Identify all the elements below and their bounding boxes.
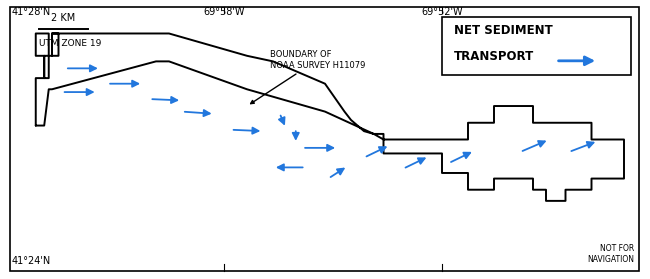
- Text: BOUNDARY OF
NOAA SURVEY H11079: BOUNDARY OF NOAA SURVEY H11079: [251, 50, 365, 104]
- Text: TRANSPORT: TRANSPORT: [454, 50, 534, 63]
- Text: NET SEDIMENT: NET SEDIMENT: [454, 24, 552, 37]
- Text: 69°58'W: 69°58'W: [203, 7, 245, 17]
- Text: NOT FOR
NAVIGATION: NOT FOR NAVIGATION: [587, 244, 634, 264]
- Text: UTM ZONE 19: UTM ZONE 19: [39, 39, 101, 48]
- Text: 41°24'N: 41°24'N: [12, 256, 51, 266]
- Text: 2 KM: 2 KM: [51, 13, 75, 23]
- Text: 69°52'W: 69°52'W: [421, 7, 463, 17]
- Text: 41°28'N: 41°28'N: [12, 7, 51, 17]
- Bar: [442, 17, 630, 75]
